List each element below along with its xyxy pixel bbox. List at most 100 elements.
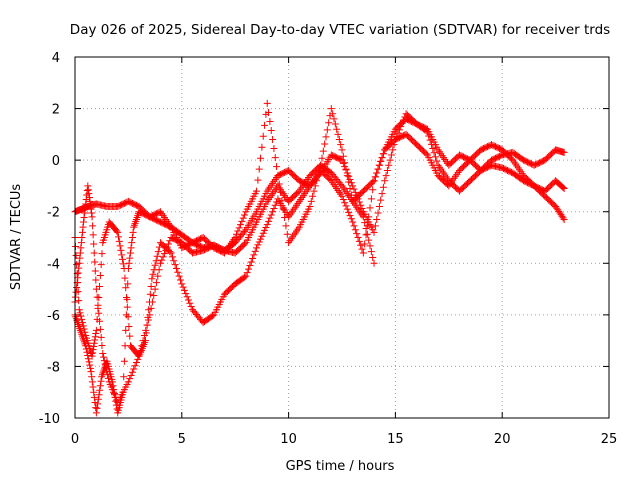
- data-point: [329, 110, 337, 118]
- data-point: [269, 208, 277, 216]
- data-point: [96, 325, 104, 333]
- data-point: [82, 342, 90, 350]
- data-point: [338, 192, 346, 200]
- data-point: [77, 244, 85, 252]
- data-point: [247, 258, 255, 266]
- data-point: [85, 194, 93, 202]
- data-point: [334, 130, 342, 138]
- data-point: [259, 229, 267, 237]
- y-tick-label: 0: [52, 154, 60, 169]
- data-point: [270, 204, 278, 212]
- series-trace-b: [71, 110, 568, 407]
- data-point: [143, 321, 151, 329]
- data-point: [311, 182, 319, 190]
- data-point: [96, 386, 104, 394]
- data-point: [114, 228, 122, 236]
- data-point: [86, 364, 94, 372]
- data-point: [341, 199, 349, 207]
- data-point: [121, 342, 129, 350]
- data-point: [379, 183, 387, 191]
- data-point: [112, 397, 120, 405]
- data-point: [154, 272, 162, 280]
- data-point: [375, 161, 383, 169]
- y-tick-label: 2: [52, 103, 60, 118]
- data-point: [258, 232, 266, 240]
- data-point: [148, 275, 156, 283]
- axis-ticks: [74, 56, 610, 419]
- data-point: [184, 296, 192, 304]
- data-point: [124, 280, 132, 288]
- data-point: [369, 253, 377, 261]
- data-point: [88, 209, 96, 217]
- data-point: [78, 315, 86, 323]
- data-point: [265, 108, 273, 116]
- data-point: [343, 172, 351, 180]
- data-point: [343, 205, 351, 213]
- data-point: [369, 178, 377, 186]
- data-point: [147, 282, 155, 290]
- data-point: [362, 231, 370, 239]
- data-point: [72, 243, 80, 251]
- data-point: [267, 211, 275, 219]
- data-point: [338, 146, 346, 154]
- data-point: [90, 249, 98, 257]
- data-point: [370, 177, 378, 185]
- data-point: [233, 230, 241, 238]
- data-point: [335, 136, 343, 144]
- data-point: [250, 251, 258, 259]
- data-point: [92, 326, 100, 334]
- data-point: [267, 126, 275, 134]
- data-point: [266, 117, 274, 125]
- data-point: [89, 222, 97, 230]
- data-point: [126, 249, 134, 257]
- data-point: [381, 177, 389, 185]
- data-point: [84, 182, 92, 190]
- data-point: [239, 214, 247, 222]
- data-point: [559, 214, 567, 222]
- data-point: [183, 293, 191, 301]
- data-point: [375, 203, 383, 211]
- data-point: [263, 221, 271, 229]
- data-point: [174, 268, 182, 276]
- data-point: [362, 224, 370, 232]
- data-point: [84, 186, 92, 194]
- chart-title: Day 026 of 2025, Sidereal Day-to-day VTE…: [70, 22, 610, 38]
- data-point: [73, 283, 81, 291]
- data-point: [77, 239, 85, 247]
- data-point: [97, 377, 105, 385]
- data-point: [85, 358, 93, 366]
- data-point: [127, 244, 135, 252]
- data-point: [251, 247, 259, 255]
- data-point: [349, 218, 357, 226]
- data-point: [78, 228, 86, 236]
- data-point: [330, 115, 338, 123]
- data-point: [86, 201, 94, 209]
- data-point: [182, 290, 190, 298]
- data-point: [130, 365, 138, 373]
- data-point: [97, 333, 105, 341]
- data-point: [81, 209, 89, 217]
- data-point: [255, 165, 263, 173]
- data-point: [383, 166, 391, 174]
- y-axis-label: SDTVAR / TECUs: [9, 184, 24, 291]
- data-point: [187, 302, 195, 310]
- data-point: [350, 222, 358, 230]
- data-point: [99, 350, 107, 358]
- data-point: [78, 234, 86, 241]
- data-point: [259, 132, 267, 140]
- data-point: [310, 187, 318, 195]
- data-point: [345, 208, 353, 216]
- data-point: [152, 279, 160, 287]
- data-point: [366, 242, 374, 250]
- data-point: [355, 198, 363, 206]
- data-point: [117, 246, 125, 254]
- data-point: [118, 251, 126, 259]
- data-point: [357, 241, 365, 249]
- data-point: [110, 386, 118, 394]
- data-point: [339, 159, 347, 167]
- data-point: [559, 184, 567, 192]
- data-point: [377, 196, 385, 204]
- data-point: [255, 238, 263, 246]
- data-point: [158, 256, 166, 264]
- data-point: [86, 197, 94, 205]
